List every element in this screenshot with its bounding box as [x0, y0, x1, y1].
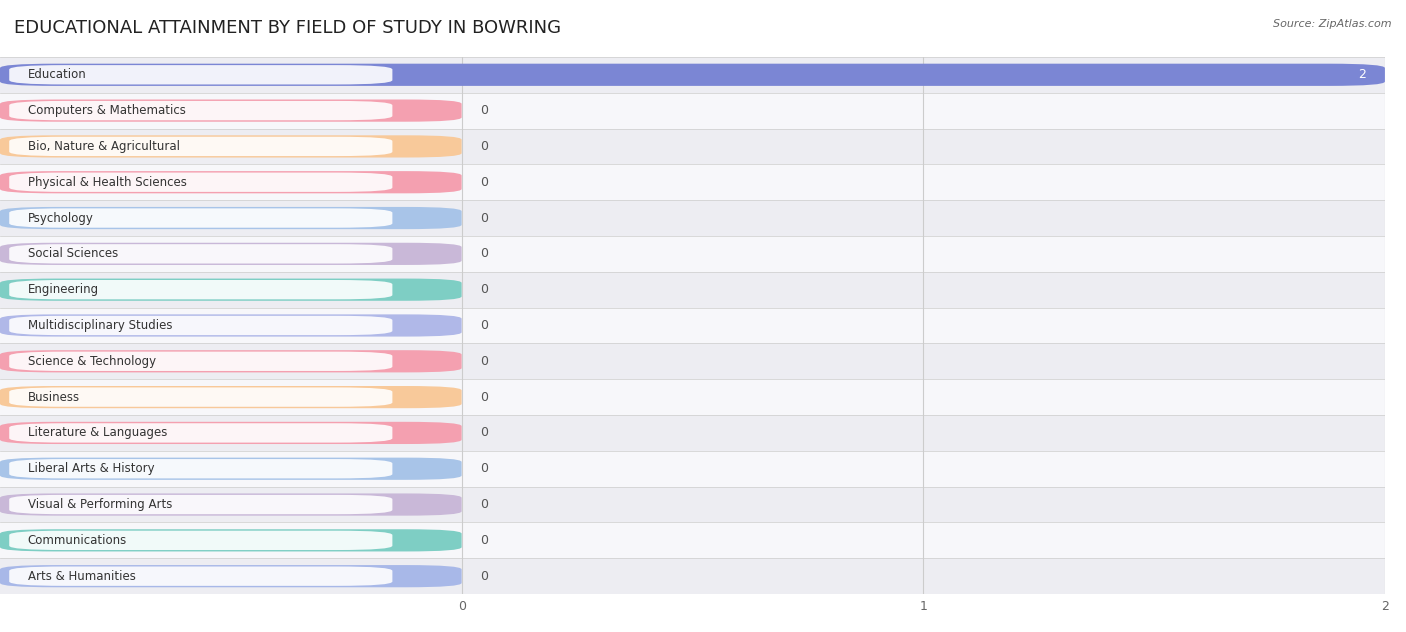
- Text: Physical & Health Sciences: Physical & Health Sciences: [28, 176, 187, 189]
- FancyBboxPatch shape: [10, 423, 392, 442]
- Text: Visual & Performing Arts: Visual & Performing Arts: [28, 498, 172, 511]
- FancyBboxPatch shape: [10, 101, 392, 120]
- Text: Multidisciplinary Studies: Multidisciplinary Studies: [28, 319, 172, 332]
- Text: Arts & Humanities: Arts & Humanities: [28, 569, 135, 583]
- Text: Engineering: Engineering: [28, 283, 98, 296]
- FancyBboxPatch shape: [10, 531, 392, 550]
- Text: 0: 0: [479, 212, 488, 224]
- Text: Science & Technology: Science & Technology: [28, 355, 156, 368]
- Text: 0: 0: [479, 355, 488, 368]
- Text: Computers & Mathematics: Computers & Mathematics: [28, 104, 186, 117]
- Text: 0: 0: [479, 391, 488, 404]
- FancyBboxPatch shape: [0, 207, 461, 229]
- Text: 0: 0: [479, 140, 488, 153]
- Text: 0: 0: [479, 247, 488, 260]
- Text: 0: 0: [479, 283, 488, 296]
- FancyBboxPatch shape: [0, 529, 461, 552]
- Bar: [0, 57, 1385, 93]
- FancyBboxPatch shape: [10, 351, 392, 371]
- FancyBboxPatch shape: [0, 171, 461, 193]
- FancyBboxPatch shape: [10, 316, 392, 335]
- FancyBboxPatch shape: [10, 566, 392, 586]
- FancyBboxPatch shape: [10, 387, 392, 407]
- Bar: [0, 272, 1385, 308]
- FancyBboxPatch shape: [10, 65, 392, 85]
- Text: 2: 2: [1358, 68, 1367, 82]
- Bar: [0, 451, 1385, 487]
- Bar: [0, 93, 1385, 128]
- Text: 0: 0: [479, 176, 488, 189]
- FancyBboxPatch shape: [0, 243, 461, 265]
- Text: Source: ZipAtlas.com: Source: ZipAtlas.com: [1274, 19, 1392, 29]
- Text: Liberal Arts & History: Liberal Arts & History: [28, 462, 155, 475]
- Bar: [0, 236, 1385, 272]
- FancyBboxPatch shape: [10, 459, 392, 478]
- Bar: [0, 487, 1385, 523]
- FancyBboxPatch shape: [0, 422, 461, 444]
- FancyBboxPatch shape: [10, 495, 392, 514]
- Text: 0: 0: [479, 534, 488, 547]
- Text: 0: 0: [479, 498, 488, 511]
- Text: 0: 0: [479, 427, 488, 439]
- Text: Bio, Nature & Agricultural: Bio, Nature & Agricultural: [28, 140, 180, 153]
- FancyBboxPatch shape: [10, 137, 392, 156]
- FancyBboxPatch shape: [0, 99, 461, 122]
- Text: 0: 0: [479, 104, 488, 117]
- FancyBboxPatch shape: [0, 64, 1385, 86]
- Text: Literature & Languages: Literature & Languages: [28, 427, 167, 439]
- Bar: [0, 558, 1385, 594]
- Text: Communications: Communications: [28, 534, 127, 547]
- Bar: [0, 415, 1385, 451]
- FancyBboxPatch shape: [0, 314, 461, 337]
- FancyBboxPatch shape: [0, 458, 461, 480]
- Text: 0: 0: [479, 569, 488, 583]
- FancyBboxPatch shape: [0, 135, 461, 157]
- Text: 0: 0: [479, 462, 488, 475]
- Bar: [0, 308, 1385, 343]
- Bar: [0, 379, 1385, 415]
- FancyBboxPatch shape: [10, 280, 392, 300]
- FancyBboxPatch shape: [0, 350, 461, 372]
- FancyBboxPatch shape: [0, 565, 461, 587]
- FancyBboxPatch shape: [10, 244, 392, 264]
- FancyBboxPatch shape: [0, 494, 461, 516]
- Text: Psychology: Psychology: [28, 212, 94, 224]
- Bar: [0, 523, 1385, 558]
- FancyBboxPatch shape: [10, 173, 392, 192]
- Text: 0: 0: [479, 319, 488, 332]
- FancyBboxPatch shape: [10, 209, 392, 228]
- Text: Business: Business: [28, 391, 80, 404]
- Bar: [0, 343, 1385, 379]
- Text: EDUCATIONAL ATTAINMENT BY FIELD OF STUDY IN BOWRING: EDUCATIONAL ATTAINMENT BY FIELD OF STUDY…: [14, 19, 561, 37]
- Text: Education: Education: [28, 68, 86, 82]
- FancyBboxPatch shape: [0, 279, 461, 301]
- Bar: [0, 128, 1385, 164]
- Text: Social Sciences: Social Sciences: [28, 247, 118, 260]
- FancyBboxPatch shape: [0, 386, 461, 408]
- Bar: [0, 200, 1385, 236]
- Bar: [0, 164, 1385, 200]
